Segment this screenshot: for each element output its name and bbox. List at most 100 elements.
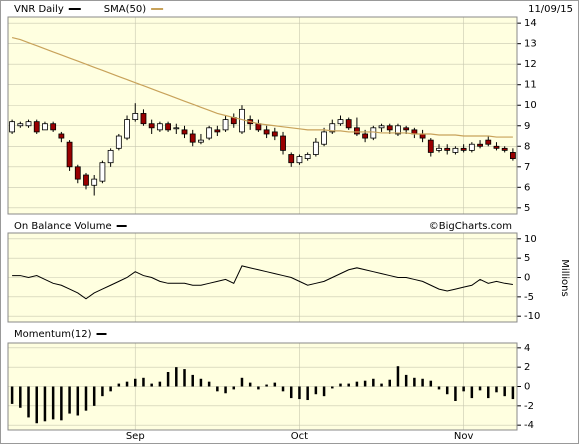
bar — [224, 386, 227, 394]
candle-body — [189, 133, 196, 143]
candle-body — [107, 149, 114, 164]
y-tick-label: 0 — [524, 382, 530, 393]
bar — [191, 374, 194, 387]
bar — [257, 386, 260, 390]
date: 11/09/15 — [528, 4, 573, 15]
candle-body — [468, 143, 475, 151]
candle-body — [354, 127, 360, 135]
bar — [289, 386, 293, 399]
bar — [92, 386, 96, 406]
bar — [470, 386, 474, 399]
panel-title: On Balance Volume — [14, 221, 112, 232]
candle-body — [403, 127, 410, 131]
candle-body — [395, 125, 401, 135]
candle-body — [214, 129, 221, 133]
candle-body — [33, 121, 40, 133]
bar — [331, 386, 334, 389]
y-tick-label: 9 — [524, 121, 530, 132]
bar — [454, 386, 457, 401]
candle-body — [91, 178, 98, 186]
bar — [265, 384, 268, 387]
bar — [314, 386, 318, 395]
bar — [404, 374, 408, 387]
candle-body — [485, 139, 492, 145]
y-tick-label: 0 — [524, 273, 530, 284]
y-tick-label: 5 — [524, 253, 530, 264]
bar — [240, 377, 244, 387]
candle-body — [255, 123, 262, 131]
y-tick-label: 10 — [524, 234, 537, 245]
candle-body — [115, 135, 122, 149]
bar — [429, 380, 433, 387]
bar — [273, 382, 277, 387]
candle-body — [477, 143, 483, 147]
candle-body — [452, 147, 459, 153]
bar — [10, 386, 14, 404]
legend-label: VNR Daily — [14, 4, 64, 15]
y-tick-label: -10 — [524, 311, 540, 322]
candle-body — [321, 131, 327, 145]
bar — [68, 386, 71, 414]
candle-body — [419, 133, 426, 139]
candle-body — [362, 133, 369, 139]
candle-body — [148, 123, 155, 129]
bar — [298, 386, 301, 400]
candle-body — [222, 119, 229, 131]
bar — [495, 386, 498, 393]
candle-body — [304, 154, 311, 159]
candle-body — [17, 123, 24, 127]
line — [12, 265, 513, 300]
candle-body — [288, 154, 295, 164]
candle-body — [378, 125, 385, 129]
y-tick-label: 10 — [524, 100, 537, 111]
bar — [19, 386, 22, 408]
panel-border — [7, 16, 518, 215]
candle-body — [501, 147, 508, 151]
bar — [396, 366, 400, 387]
candle-body — [312, 141, 319, 155]
candle-body — [509, 152, 516, 159]
bar — [109, 386, 112, 392]
bar — [478, 386, 482, 391]
candle-body — [50, 123, 57, 131]
bar — [101, 386, 104, 397]
candle-body — [206, 127, 213, 139]
candle-body — [329, 123, 336, 133]
bar — [216, 386, 219, 392]
y-tick-label: 8 — [524, 141, 530, 152]
candle-body — [337, 119, 344, 125]
y-axis-label: Millions — [559, 259, 570, 296]
bar — [347, 383, 350, 387]
candle-body — [66, 141, 73, 168]
candle-body — [132, 113, 139, 121]
bar — [142, 377, 145, 387]
bar — [380, 383, 383, 387]
bar — [503, 386, 506, 397]
y-tick-label: 6 — [524, 182, 530, 193]
bar — [51, 386, 55, 420]
bar — [199, 378, 203, 387]
candle-body — [296, 156, 303, 164]
candle-body — [444, 147, 451, 151]
candle-body — [173, 127, 180, 130]
candle-body — [493, 145, 500, 149]
y-tick-label: 7 — [524, 162, 530, 173]
candle-body — [124, 119, 130, 139]
x-tick-label: Oct — [291, 431, 308, 442]
bar — [183, 369, 186, 387]
y-tick-label: 4 — [524, 343, 530, 354]
candle-body — [386, 125, 393, 131]
y-tick-label: -2 — [524, 401, 534, 412]
candle-body — [74, 166, 81, 180]
bar — [35, 386, 38, 424]
bar — [134, 378, 137, 387]
candle-body — [99, 162, 106, 182]
bar — [322, 386, 326, 397]
y-tick-label: 5 — [524, 203, 530, 214]
bar — [125, 381, 129, 387]
y-tick-label: 11 — [524, 80, 537, 91]
bar — [372, 378, 375, 387]
bar — [421, 378, 424, 387]
legend-label: SMA(50) — [104, 4, 146, 15]
